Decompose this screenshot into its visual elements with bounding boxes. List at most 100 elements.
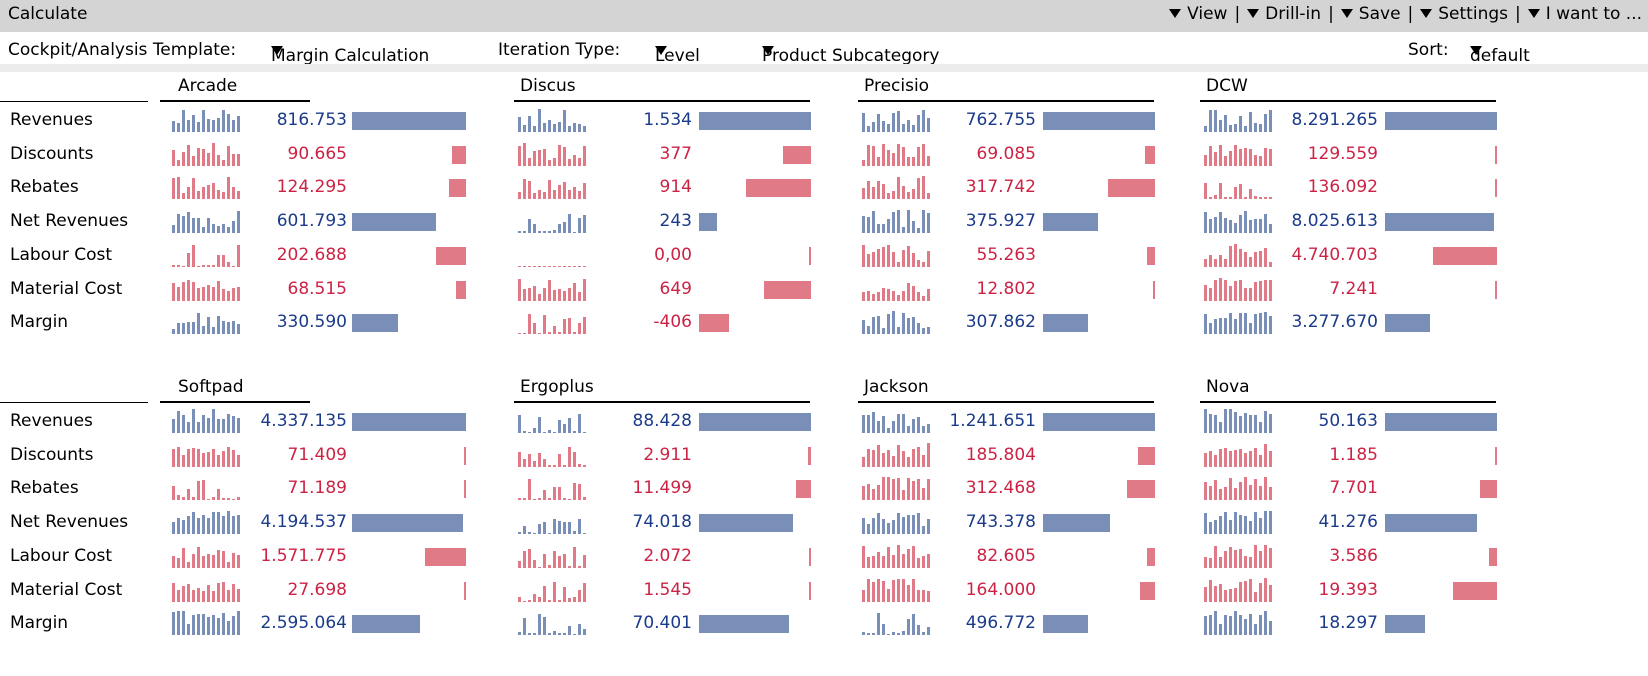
product-title[interactable]: DCW [1206,76,1248,96]
metric-row[interactable]: 70.401 [514,607,824,641]
product-title[interactable]: Jackson [864,377,929,397]
metric-row[interactable]: 71.409 [160,439,470,473]
sparkline-bar [892,311,895,335]
metric-row[interactable]: 69.085 [858,138,1168,172]
metric-row[interactable]: 11.499 [514,472,824,506]
metric-row[interactable]: 317.742 [858,171,1168,205]
sparkline-bar [1244,555,1247,568]
metric-row[interactable]: 1.534 [514,104,824,138]
metric-value: -406 [653,312,692,333]
metric-row[interactable]: 7.241 [1200,273,1510,307]
metric-row[interactable]: 816.753 [160,104,470,138]
metric-row[interactable]: 82.605 [858,540,1168,574]
metric-row[interactable]: 496.772 [858,607,1168,641]
metric-row[interactable]: 601.793 [160,205,470,239]
metric-row[interactable]: 27.698 [160,574,470,608]
metric-row[interactable]: 2.911 [514,439,824,473]
product-title[interactable]: Precisio [864,76,930,96]
sparkline-bar [222,192,225,200]
sparkline-bar [907,515,910,535]
metric-row[interactable]: 8.291.265 [1200,104,1510,138]
sparkline-bar [1224,197,1227,200]
metric-row[interactable]: 4.740.703 [1200,239,1510,273]
drill-in-menu[interactable]: Drill-in [1247,4,1321,24]
metric-row[interactable]: 129.559 [1200,138,1510,172]
sparkline-bar [1244,516,1247,535]
metric-row[interactable]: 50.163 [1200,405,1510,439]
metric-row[interactable]: 8.025.613 [1200,205,1510,239]
metric-row[interactable]: 88.428 [514,405,824,439]
sparkline-bar [902,631,905,636]
settings-menu[interactable]: Settings [1420,4,1508,24]
sparkline-bar [523,231,526,234]
metric-row[interactable]: -406 [514,306,824,340]
sparkline-bar [1229,150,1232,166]
sparkline-bar [227,227,230,234]
metric-row[interactable]: 202.688 [160,239,470,273]
sparkline-bar [548,159,551,166]
metric-row[interactable]: 4.194.537 [160,506,470,540]
sparkline-bar [563,464,566,467]
metric-row[interactable]: 330.590 [160,306,470,340]
sparkline-bar [548,533,551,535]
metric-row[interactable]: 743.378 [858,506,1168,540]
sparkline-bar [182,454,185,467]
metric-row[interactable]: 243 [514,205,824,239]
metric-row[interactable]: 312.468 [858,472,1168,506]
metric-row[interactable]: 68.515 [160,273,470,307]
metric-row[interactable]: 307.862 [858,306,1168,340]
sparkline-bar [237,454,240,467]
metric-row[interactable]: 375.927 [858,205,1168,239]
metric-row[interactable]: 2.072 [514,540,824,574]
sparkline-bar [1264,214,1267,234]
save-menu[interactable]: Save [1340,4,1401,24]
metric-row[interactable]: 1.241.651 [858,405,1168,439]
sparkline-bar [1249,220,1252,234]
metric-value: 164.000 [965,579,1036,600]
i-want-to-menu[interactable]: I want to ... [1527,4,1642,24]
metric-row[interactable]: 74.018 [514,506,824,540]
sparkline-bar [528,479,531,501]
sparkline-bar [1209,323,1212,335]
metric-row[interactable]: 914 [514,171,824,205]
metric-row[interactable]: 71.189 [160,472,470,506]
metric-row[interactable]: 2.595.064 [160,607,470,641]
metric-row[interactable]: 377 [514,138,824,172]
product-title[interactable]: Discus [520,76,576,96]
metric-row[interactable]: 164.000 [858,574,1168,608]
product-title[interactable]: Softpad [178,377,244,397]
metric-row[interactable]: 12.802 [858,273,1168,307]
view-menu[interactable]: View [1169,4,1227,24]
metric-bar [352,615,420,634]
sparkline [1204,205,1276,234]
metric-row[interactable]: 19.393 [1200,574,1510,608]
sparkline-bar [573,451,576,467]
metric-row[interactable]: 1.545 [514,574,824,608]
metric-row[interactable]: 3.277.670 [1200,306,1510,340]
metric-row[interactable]: 3.586 [1200,540,1510,574]
metric-row[interactable]: 136.092 [1200,171,1510,205]
sparkline-bar [212,409,215,433]
metric-row[interactable]: 7.701 [1200,472,1510,506]
sparkline [172,138,244,166]
metric-row[interactable]: 1.571.775 [160,540,470,574]
sparkline-bar [202,480,205,501]
metric-row[interactable]: 90.665 [160,138,470,172]
product-title[interactable]: Arcade [178,76,238,96]
sparkline-bar [882,287,885,301]
sparkline [1204,273,1276,301]
metric-row[interactable]: 1.185 [1200,439,1510,473]
metric-row[interactable]: 41.276 [1200,506,1510,540]
metric-row[interactable]: 0,00 [514,239,824,273]
metric-row[interactable]: 649 [514,273,824,307]
sparkline-bar [872,317,875,335]
metric-row[interactable]: 124.295 [160,171,470,205]
metric-row[interactable]: 55.263 [858,239,1168,273]
metric-row[interactable]: 762.755 [858,104,1168,138]
metric-row[interactable]: 185.804 [858,439,1168,473]
metric-row[interactable]: 4.337.135 [160,405,470,439]
sparkline-bar [887,449,890,467]
metric-row[interactable]: 18.297 [1200,607,1510,641]
product-title[interactable]: Ergoplus [520,377,594,397]
product-title[interactable]: Nova [1206,377,1250,397]
